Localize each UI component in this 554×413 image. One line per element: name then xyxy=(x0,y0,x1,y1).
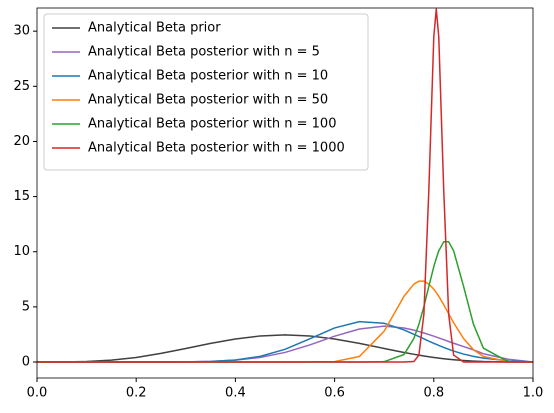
series-line xyxy=(37,320,534,363)
series-line xyxy=(37,241,534,363)
y-tick-label: 25 xyxy=(13,79,30,94)
x-tick-label: 0.6 xyxy=(324,386,345,401)
x-tick-label: 0.8 xyxy=(423,386,444,401)
series-line xyxy=(37,8,533,363)
y-tick-label: 20 xyxy=(13,134,30,149)
legend-label: Analytical Beta prior xyxy=(88,21,221,36)
legend-label: Analytical Beta posterior with n = 1000 xyxy=(88,141,345,156)
legend-label: Analytical Beta posterior with n = 50 xyxy=(88,93,328,108)
plot-frame xyxy=(36,7,534,379)
x-tick-label: 0.2 xyxy=(126,386,147,401)
x-tick-label: 1.0 xyxy=(523,386,544,401)
y-tick-label: 0 xyxy=(22,355,30,370)
x-tick-label: 0.0 xyxy=(27,386,48,401)
series-line xyxy=(36,334,534,363)
legend-label: Analytical Beta posterior with n = 100 xyxy=(88,117,336,132)
legend-label: Analytical Beta posterior with n = 10 xyxy=(88,69,328,84)
y-tick-label: 10 xyxy=(13,244,30,259)
legend-label: Analytical Beta posterior with n = 5 xyxy=(88,45,320,60)
legend-box xyxy=(43,13,369,171)
y-tick-label: 5 xyxy=(22,299,30,314)
x-tick-label: 0.4 xyxy=(225,386,246,401)
y-tick-label: 30 xyxy=(13,24,30,39)
y-tick-label: 15 xyxy=(13,189,30,204)
